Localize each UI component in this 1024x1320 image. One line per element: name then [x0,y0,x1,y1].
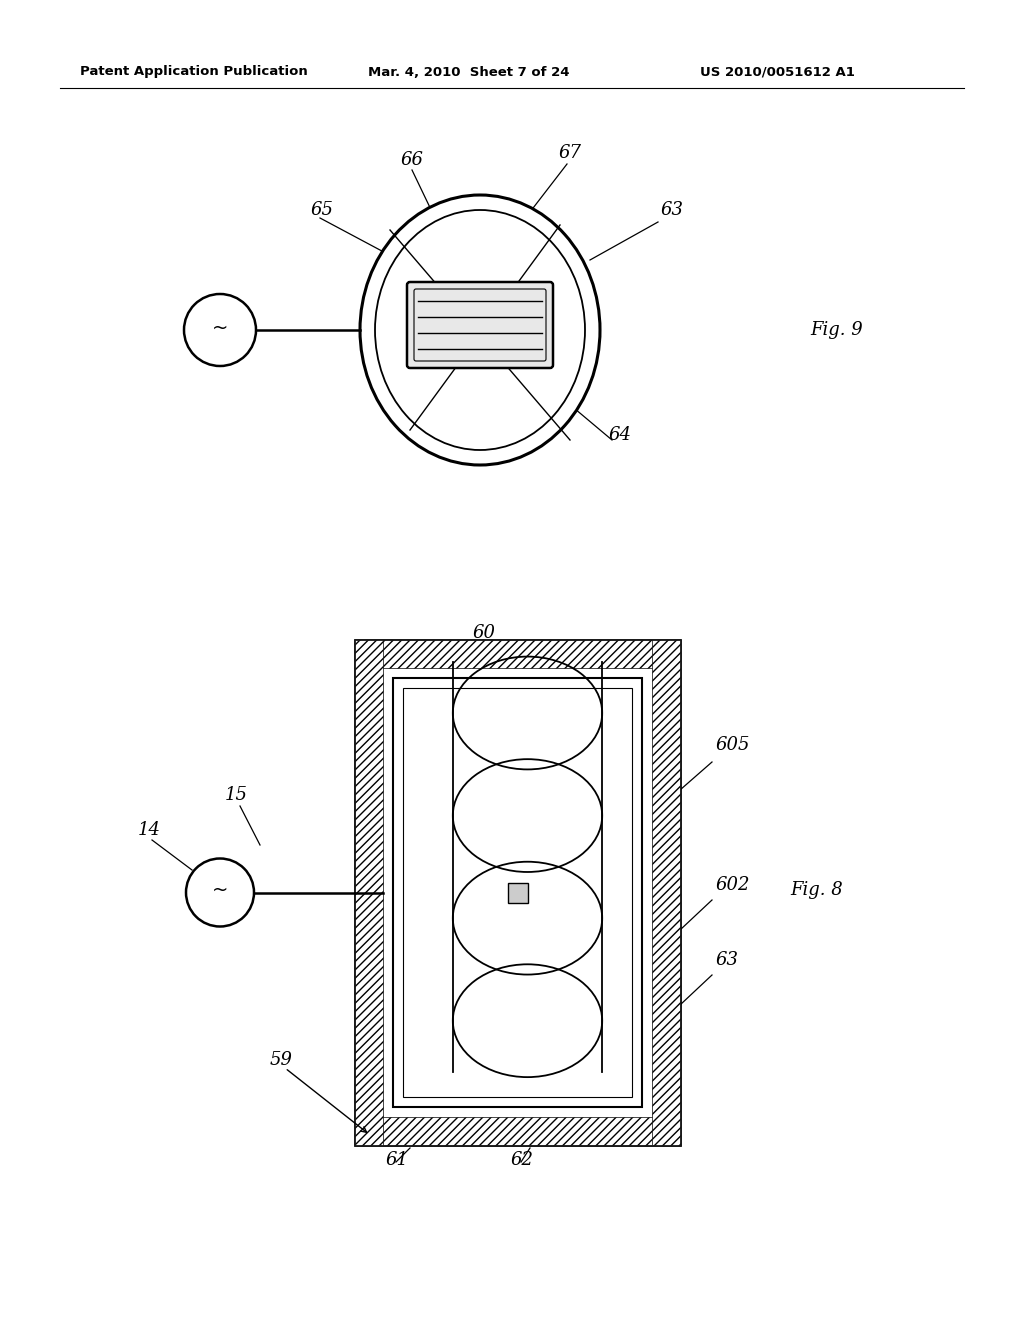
Bar [652,640,680,1144]
Text: Fig. 9: Fig. 9 [810,321,863,339]
Text: Patent Application Publication: Patent Application Publication [80,66,308,78]
Bar [355,640,680,668]
Text: Mar. 4, 2010  Sheet 7 of 24: Mar. 4, 2010 Sheet 7 of 24 [368,66,569,78]
Text: 14: 14 [138,821,161,840]
Bar [393,678,642,1107]
Ellipse shape [360,195,600,465]
Text: ~: ~ [212,880,228,900]
Text: 602: 602 [715,876,750,894]
Text: 60: 60 [472,624,495,642]
Text: 67: 67 [558,144,581,162]
Text: 59: 59 [270,1051,293,1069]
Text: 605: 605 [715,737,750,754]
Text: 63: 63 [660,201,683,219]
Text: 66: 66 [400,150,423,169]
Text: 64: 64 [608,426,631,444]
Text: 62: 62 [510,1151,534,1170]
Text: 15: 15 [225,785,248,804]
Text: 61: 61 [385,1151,408,1170]
Bar [355,640,680,1144]
Bar [508,883,527,903]
FancyBboxPatch shape [407,282,553,368]
Text: ~: ~ [212,318,228,338]
Bar [403,688,632,1097]
Text: 63: 63 [715,950,738,969]
Text: US 2010/0051612 A1: US 2010/0051612 A1 [700,66,855,78]
Circle shape [186,858,254,927]
Text: Fig. 8: Fig. 8 [790,880,843,899]
Circle shape [184,294,256,366]
Text: 65: 65 [310,201,333,219]
Bar [355,640,383,1144]
Bar [355,1117,680,1144]
